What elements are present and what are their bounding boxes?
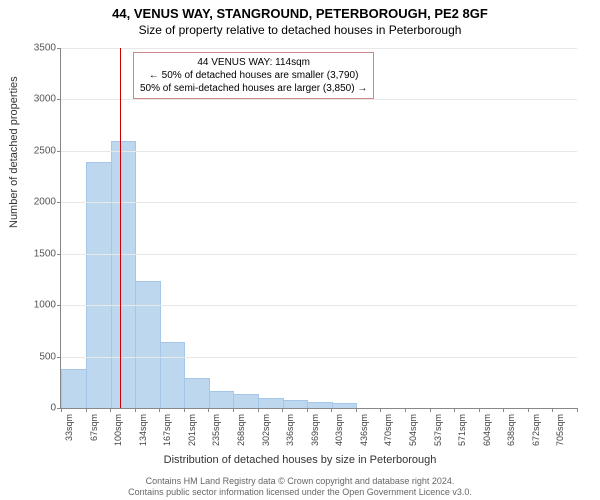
histogram-bar	[332, 403, 358, 408]
ytick-label: 3500	[21, 43, 56, 54]
gridline	[61, 99, 577, 100]
xtick-mark	[479, 408, 480, 412]
xtick-label: 672sqm	[531, 414, 541, 446]
histogram-bar	[209, 391, 235, 408]
histogram-bar	[135, 281, 161, 409]
ytick-mark	[57, 202, 61, 203]
annotation-box: 44 VENUS WAY: 114sqm ← 50% of detached h…	[133, 52, 374, 99]
xtick-label: 705sqm	[555, 414, 565, 446]
xtick-label: 537sqm	[433, 414, 443, 446]
ytick-mark	[57, 48, 61, 49]
xtick-mark	[86, 408, 87, 412]
xtick-label: 302sqm	[261, 414, 271, 446]
gridline	[61, 305, 577, 306]
ytick-label: 500	[21, 351, 56, 362]
histogram-bar	[61, 369, 87, 408]
xtick-label: 33sqm	[64, 414, 74, 441]
ytick-label: 3000	[21, 94, 56, 105]
ytick-mark	[57, 357, 61, 358]
plot-area: 44 VENUS WAY: 114sqm ← 50% of detached h…	[60, 48, 577, 409]
histogram-bar	[111, 141, 137, 408]
histogram-bar	[307, 402, 333, 408]
ytick-label: 1000	[21, 300, 56, 311]
xtick-mark	[380, 408, 381, 412]
annotation-line3: 50% of semi-detached houses are larger (…	[140, 82, 367, 95]
ytick-mark	[57, 99, 61, 100]
bars-layer	[61, 48, 577, 408]
xtick-mark	[61, 408, 62, 412]
xtick-label: 470sqm	[383, 414, 393, 446]
footer: Contains HM Land Registry data © Crown c…	[0, 476, 600, 498]
histogram-bar	[184, 378, 210, 408]
xtick-mark	[159, 408, 160, 412]
ytick-mark	[57, 254, 61, 255]
xtick-mark	[258, 408, 259, 412]
gridline	[61, 48, 577, 49]
title-sub: Size of property relative to detached ho…	[0, 21, 600, 41]
xtick-label: 336sqm	[285, 414, 295, 446]
xtick-mark	[282, 408, 283, 412]
histogram-bar	[86, 162, 112, 408]
ytick-label: 0	[21, 403, 56, 414]
xtick-label: 571sqm	[457, 414, 467, 446]
histogram-bar	[283, 400, 309, 408]
xtick-mark	[503, 408, 504, 412]
gridline	[61, 202, 577, 203]
xtick-label: 235sqm	[211, 414, 221, 446]
ytick-label: 2000	[21, 197, 56, 208]
xtick-label: 134sqm	[138, 414, 148, 446]
xtick-label: 201sqm	[187, 414, 197, 446]
xtick-label: 604sqm	[482, 414, 492, 446]
xtick-mark	[233, 408, 234, 412]
xtick-label: 67sqm	[89, 414, 99, 441]
xtick-mark	[552, 408, 553, 412]
marker-line	[120, 48, 121, 408]
histogram-bar	[233, 394, 259, 408]
chart-container: 44, VENUS WAY, STANGROUND, PETERBOROUGH,…	[0, 0, 600, 500]
footer-line1: Contains HM Land Registry data © Crown c…	[0, 476, 600, 487]
ytick-mark	[57, 305, 61, 306]
ytick-label: 2500	[21, 145, 56, 156]
xtick-mark	[331, 408, 332, 412]
x-axis-label: Distribution of detached houses by size …	[0, 454, 600, 466]
xtick-mark	[307, 408, 308, 412]
xtick-mark	[184, 408, 185, 412]
xtick-label: 100sqm	[113, 414, 123, 446]
xtick-label: 167sqm	[162, 414, 172, 446]
xtick-mark	[577, 408, 578, 412]
xtick-mark	[356, 408, 357, 412]
annotation-line1: 44 VENUS WAY: 114sqm	[140, 56, 367, 69]
xtick-label: 638sqm	[506, 414, 516, 446]
gridline	[61, 357, 577, 358]
xtick-label: 403sqm	[334, 414, 344, 446]
xtick-mark	[405, 408, 406, 412]
xtick-label: 369sqm	[310, 414, 320, 446]
xtick-mark	[110, 408, 111, 412]
xtick-mark	[454, 408, 455, 412]
ytick-mark	[57, 151, 61, 152]
footer-line2: Contains public sector information licen…	[0, 487, 600, 498]
y-axis-label: Number of detached properties	[8, 76, 20, 228]
gridline	[61, 151, 577, 152]
histogram-bar	[258, 398, 284, 408]
annotation-line2: ← 50% of detached houses are smaller (3,…	[140, 69, 367, 82]
xtick-label: 504sqm	[408, 414, 418, 446]
xtick-label: 436sqm	[359, 414, 369, 446]
xtick-mark	[208, 408, 209, 412]
xtick-mark	[135, 408, 136, 412]
xtick-mark	[430, 408, 431, 412]
ytick-label: 1500	[21, 248, 56, 259]
xtick-mark	[528, 408, 529, 412]
title-main: 44, VENUS WAY, STANGROUND, PETERBOROUGH,…	[0, 0, 600, 21]
xtick-label: 268sqm	[236, 414, 246, 446]
histogram-bar	[160, 342, 186, 408]
gridline	[61, 254, 577, 255]
